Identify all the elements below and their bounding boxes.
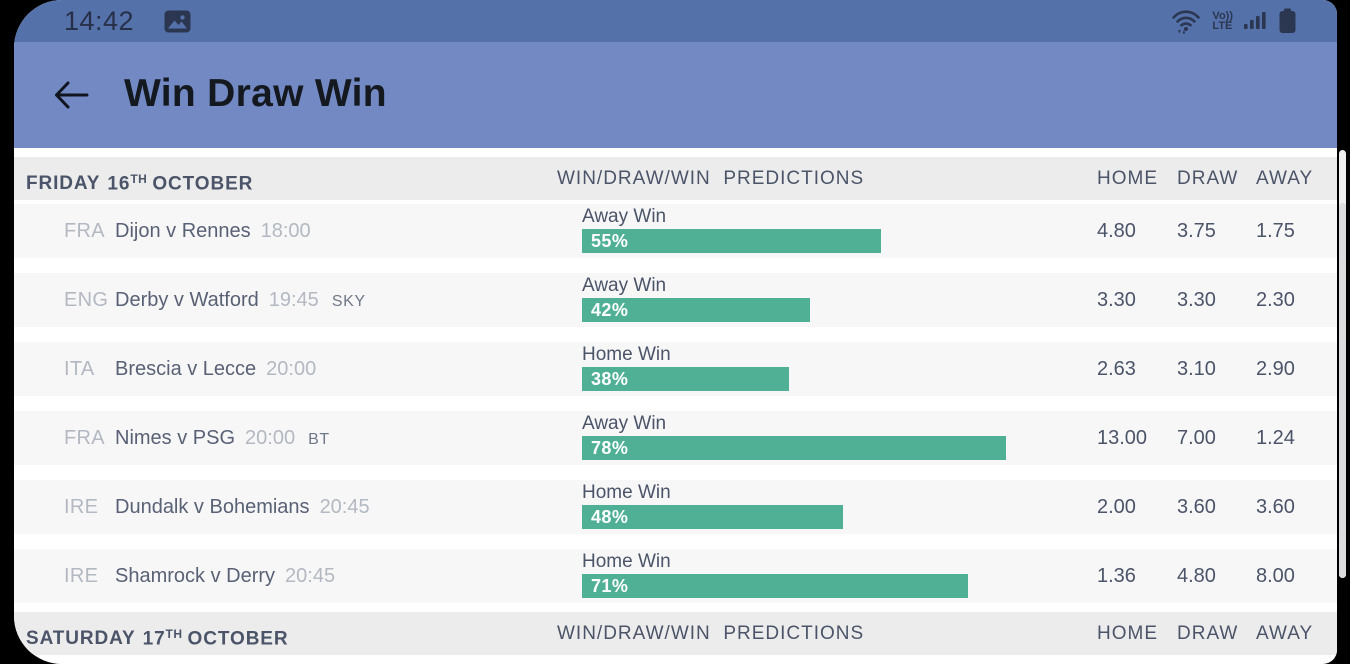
country-code: FRA [64, 427, 105, 449]
kickoff-time: 19:45 [268, 289, 319, 311]
back-button[interactable] [52, 79, 90, 111]
odds-draw: 3.75 [1177, 220, 1216, 242]
match-info: FRA Dijon v Rennes 18:00 [64, 204, 324, 258]
prediction-label: Away Win [582, 275, 667, 296]
prediction-cell: Home Win 38% [582, 342, 1126, 396]
prediction-label: Away Win [582, 413, 667, 434]
col-header-home: HOME [1097, 623, 1158, 644]
country-code: IRE [64, 496, 99, 518]
prediction-cell: Away Win 42% [582, 273, 1126, 327]
prediction-cell: Away Win 78% [582, 411, 1126, 465]
section-header-saturday: SATURDAY 17TH OCTOBER WIN/DRAW/WIN PREDICT… [14, 612, 1337, 655]
scrollbar-thumb[interactable] [1339, 203, 1346, 578]
signal-strength-icon [1244, 12, 1266, 29]
prediction-label: Home Win [582, 482, 671, 503]
col-header-home: HOME [1097, 168, 1158, 189]
tv-channel-badge: BT [308, 431, 330, 448]
odds-away: 2.30 [1256, 289, 1295, 311]
kickoff-time: 20:00 [266, 358, 317, 380]
prediction-percent: 71% [591, 575, 629, 596]
match-row[interactable]: ITA Brescia v Lecce 20:00 Home Win 38% 2.6… [14, 342, 1337, 396]
country-code: ITA [64, 358, 95, 380]
fixture-label: Brescia v Lecce [115, 358, 257, 380]
match-info: IRE Dundalk v Bohemians 20:45 [64, 480, 383, 534]
prediction-bar: 42% [582, 298, 1126, 322]
match-info: IRE Shamrock v Derry 20:45 [64, 549, 348, 603]
prediction-percent: 48% [591, 506, 629, 527]
odds-away: 8.00 [1256, 565, 1295, 587]
match-row[interactable]: ENG Derby v Watford 19:45 SKY Away Win 42% … [14, 273, 1337, 327]
prediction-bar: 78% [582, 436, 1126, 460]
kickoff-time: 20:45 [319, 496, 370, 518]
odds-away: 1.24 [1256, 427, 1295, 449]
odds-away: 3.60 [1256, 496, 1295, 518]
col-header-draw: DRAW [1177, 168, 1239, 189]
status-icons: Vo)) LTE [1171, 0, 1297, 42]
prediction-bar: 55% [582, 229, 1126, 253]
odds-home: 2.63 [1097, 358, 1136, 380]
prediction-percent: 55% [591, 230, 629, 251]
country-code: IRE [64, 565, 99, 587]
prediction-cell: Home Win 71% [582, 549, 1126, 603]
col-header-predictions: WIN/DRAW/WIN PREDICTIONS [557, 623, 865, 644]
prediction-bar: 71% [582, 574, 1126, 598]
col-header-away: AWAY [1256, 623, 1314, 644]
odds-draw: 7.00 [1177, 427, 1216, 449]
prediction-cell: Home Win 48% [582, 480, 1126, 534]
match-row[interactable]: IRE Dundalk v Bohemians 20:45 Home Win 48%… [14, 480, 1337, 534]
prediction-bar: 48% [582, 505, 1126, 529]
clock-label: 14:42 [64, 6, 135, 36]
odds-home: 13.00 [1097, 427, 1148, 449]
match-row[interactable]: IRE Shamrock v Derry 20:45 Home Win 71% 1.… [14, 549, 1337, 603]
kickoff-time: 20:45 [285, 565, 336, 587]
col-header-draw: DRAW [1177, 623, 1239, 644]
match-row[interactable]: FRA Nimes v PSG 20:00 BT Away Win 78% 13.00… [14, 411, 1337, 465]
tv-channel-badge: SKY [331, 293, 366, 310]
prediction-percent: 42% [591, 299, 629, 320]
prediction-cell: Away Win 55% [582, 204, 1126, 258]
kickoff-time: 18:00 [260, 220, 311, 242]
country-code: ENG [64, 289, 109, 311]
fixture-label: Dundalk v Bohemians [115, 496, 310, 518]
prediction-label: Home Win [582, 551, 671, 572]
kickoff-time: 20:00 [245, 427, 296, 449]
fixture-label: Derby v Watford [115, 289, 259, 311]
page-title: Win Draw Win [124, 72, 387, 115]
odds-draw: 3.60 [1177, 496, 1216, 518]
match-info: FRA Nimes v PSG 20:00 BT [64, 411, 330, 465]
match-info: ENG Derby v Watford 19:45 SKY [64, 273, 366, 327]
odds-home: 3.30 [1097, 289, 1136, 311]
date-label: SATURDAY 17TH OCTOBER [26, 627, 289, 650]
odds-away: 1.75 [1256, 220, 1295, 242]
status-bar: 14:42 Vo)) LTE [14, 0, 1337, 42]
col-header-away: AWAY [1256, 168, 1314, 189]
country-code: FRA [64, 220, 105, 242]
fixture-label: Dijon v Rennes [115, 220, 251, 242]
odds-home: 1.36 [1097, 565, 1136, 587]
match-row[interactable]: FRA Dijon v Rennes 18:00 Away Win 55% 4.80… [14, 204, 1337, 258]
fixture-label: Nimes v PSG [115, 427, 236, 449]
odds-draw: 3.30 [1177, 289, 1216, 311]
volte-icon: Vo)) LTE [1212, 10, 1233, 32]
image-notification-icon [164, 10, 191, 33]
odds-away: 2.90 [1256, 358, 1295, 380]
prediction-percent: 78% [591, 437, 629, 458]
col-header-predictions: WIN/DRAW/WIN PREDICTIONS [557, 168, 865, 189]
fixture-label: Shamrock v Derry [115, 565, 276, 587]
wifi-icon [1172, 9, 1201, 33]
section-header-friday: FRIDAY 16TH OCTOBER WIN/DRAW/WIN PREDICTIO… [14, 157, 1337, 200]
odds-draw: 3.10 [1177, 358, 1216, 380]
match-info: ITA Brescia v Lecce 20:00 [64, 342, 329, 396]
date-label: FRIDAY 16TH OCTOBER [26, 172, 254, 195]
odds-home: 2.00 [1097, 496, 1136, 518]
prediction-label: Home Win [582, 344, 671, 365]
phone-screen: 14:42 Vo)) LTE [14, 0, 1337, 664]
odds-home: 4.80 [1097, 220, 1136, 242]
battery-icon [1279, 8, 1296, 33]
odds-draw: 4.80 [1177, 565, 1216, 587]
prediction-bar: 38% [582, 367, 1126, 391]
prediction-label: Away Win [582, 206, 667, 227]
prediction-percent: 38% [591, 368, 629, 389]
app-bar: Win Draw Win [14, 42, 1337, 148]
